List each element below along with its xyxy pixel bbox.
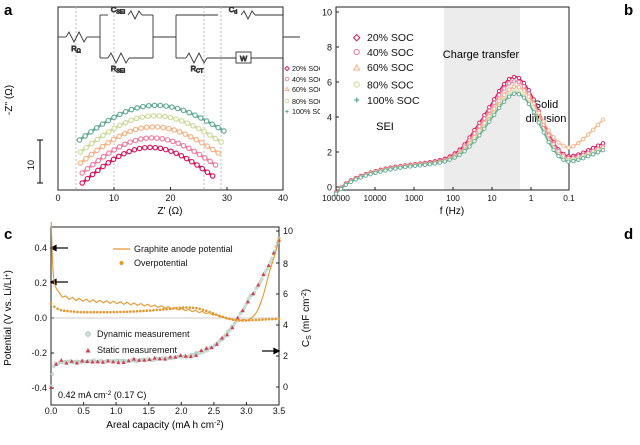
svg-text:40% SOC: 40% SOC <box>367 47 414 59</box>
svg-text:10: 10 <box>26 160 36 170</box>
svg-text:Graphite anode potential: Graphite anode potential <box>134 244 233 254</box>
svg-text:3.5: 3.5 <box>273 406 286 416</box>
svg-text:Overpotential: Overpotential <box>134 258 188 268</box>
svg-text:0.4: 0.4 <box>34 243 47 253</box>
svg-text:4: 4 <box>327 113 332 123</box>
svg-text:40% SOC: 40% SOC <box>292 75 320 84</box>
svg-text:1: 1 <box>529 193 534 203</box>
svg-text:Static measurement: Static measurement <box>97 345 178 355</box>
svg-text:SEI: SEI <box>376 121 394 133</box>
svg-text:8: 8 <box>283 259 288 269</box>
svg-text:80% SOC: 80% SOC <box>292 97 320 106</box>
svg-text:20: 20 <box>165 193 175 203</box>
svg-text:0.0: 0.0 <box>34 313 47 323</box>
svg-text:2: 2 <box>283 351 288 361</box>
svg-text:Charge transfer: Charge transfer <box>443 49 520 61</box>
svg-text:RΩ: RΩ <box>71 44 81 55</box>
svg-text:30: 30 <box>222 193 232 203</box>
svg-text:Potential (V vs. Li/Li+): Potential (V vs. Li/Li+) <box>3 270 14 366</box>
svg-text:1.0: 1.0 <box>110 406 123 416</box>
svg-text:10: 10 <box>487 193 497 203</box>
svg-text:10: 10 <box>109 193 119 203</box>
svg-text:Z' (Ω): Z' (Ω) <box>158 206 183 217</box>
svg-text:6: 6 <box>283 289 288 299</box>
svg-text:-0.2: -0.2 <box>31 348 47 358</box>
svg-text:40: 40 <box>278 193 288 203</box>
svg-text:0.0: 0.0 <box>45 406 58 416</box>
svg-text:0.2: 0.2 <box>34 278 47 288</box>
svg-text:Areal capacity (mA h cm-2): Areal capacity (mA h cm-2) <box>106 420 223 431</box>
svg-text:10: 10 <box>283 226 293 236</box>
svg-text:10: 10 <box>322 8 332 18</box>
svg-text:RCT: RCT <box>191 64 204 75</box>
svg-text:4: 4 <box>283 320 288 330</box>
svg-text:0: 0 <box>283 382 288 392</box>
svg-text:CS (mF cm-2): CS (mF cm-2) <box>301 289 313 347</box>
svg-text:diffusion: diffusion <box>526 113 567 125</box>
svg-text:80% SOC: 80% SOC <box>367 80 414 92</box>
svg-text:0.5: 0.5 <box>77 406 90 416</box>
svg-text:100: 100 <box>446 193 460 203</box>
svg-text:2.5: 2.5 <box>208 406 221 416</box>
svg-text:0: 0 <box>327 183 332 193</box>
svg-text:Dynamic measurement: Dynamic measurement <box>97 329 190 339</box>
svg-text:8: 8 <box>327 43 332 53</box>
svg-text:60% SOC: 60% SOC <box>367 62 414 74</box>
svg-text:W: W <box>240 54 248 63</box>
svg-text:2: 2 <box>327 148 332 158</box>
svg-text:20% SOC: 20% SOC <box>292 64 320 73</box>
svg-text:2.0: 2.0 <box>175 406 188 416</box>
svg-text:100% SOC: 100% SOC <box>367 95 420 107</box>
svg-text:1000: 1000 <box>405 193 424 203</box>
svg-text:6: 6 <box>327 78 332 88</box>
svg-text:0.1: 0.1 <box>563 193 575 203</box>
svg-text:f (Hz): f (Hz) <box>440 206 464 217</box>
svg-text:60% SOC: 60% SOC <box>292 85 320 94</box>
svg-text:1.5: 1.5 <box>142 406 155 416</box>
svg-text:0: 0 <box>55 193 60 203</box>
svg-text:-Z'' (Ω): -Z'' (Ω) <box>4 85 15 115</box>
svg-text:100% SOC: 100% SOC <box>292 107 320 116</box>
svg-text:-0.4: -0.4 <box>31 383 47 393</box>
svg-text:0.42 mA cm-2 (0.17 C): 0.42 mA cm-2 (0.17 C) <box>58 390 146 400</box>
svg-text:RSEI: RSEI <box>111 64 126 75</box>
svg-text:10000: 10000 <box>363 193 386 203</box>
svg-text:20% SOC: 20% SOC <box>367 32 414 44</box>
svg-text:3.0: 3.0 <box>240 406 253 416</box>
